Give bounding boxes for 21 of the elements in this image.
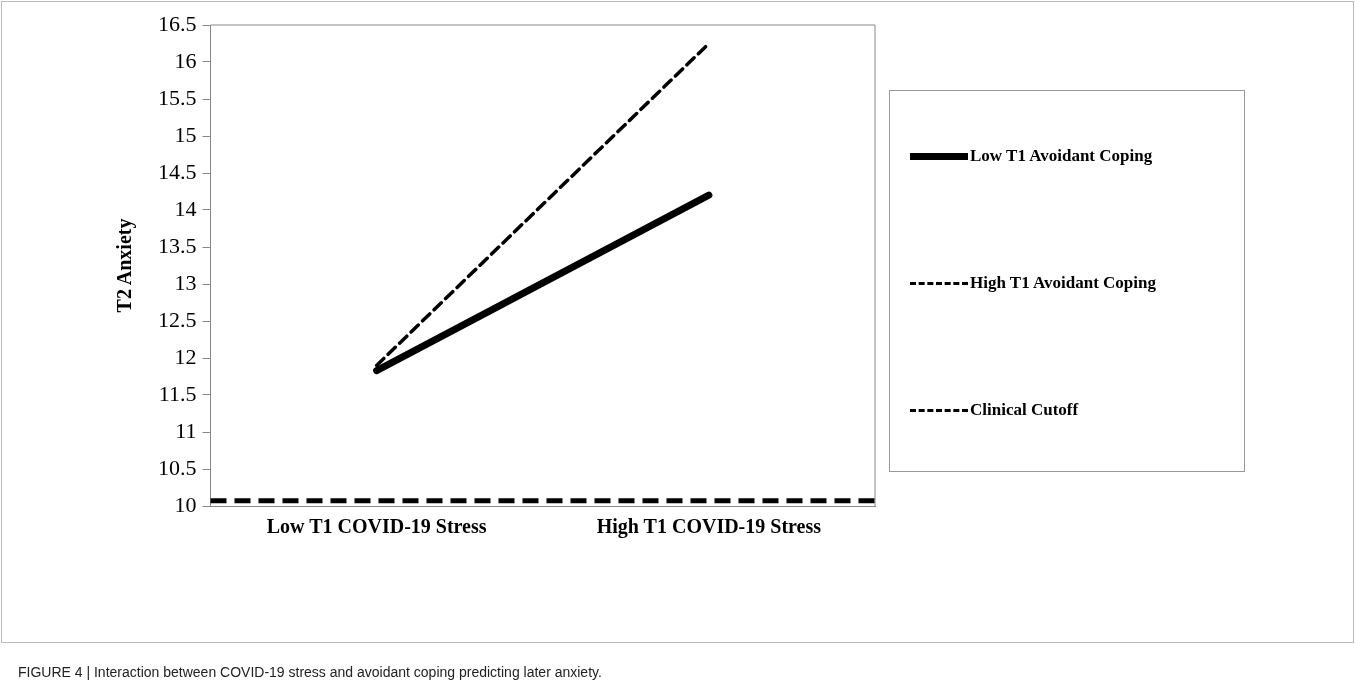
caption: FIGURE 4 | Interaction between COVID-19 stress and avoidant coping predicting later anxiety. [18,664,602,680]
x-tick-label: Low T1 COVID-19 Stress [266,515,487,538]
y-tick-label: 12.5 [158,306,197,332]
y-tick-label: 15 [174,121,197,147]
y-tick-label: 14.5 [158,158,197,184]
y-tick-label: 10.5 [158,454,197,480]
legend-label: Clinical Cutoff [970,400,1079,420]
y-tick-label: 11.5 [158,380,197,406]
y-tick-label: 11 [175,417,197,443]
y-tick-label: 14 [174,195,197,221]
y-tick-label: 16.5 [158,10,197,36]
x-tick-label: High T1 COVID-19 Stress [596,515,822,539]
y-tick-label: 13.5 [158,232,197,258]
y-tick-label: 15.5 [158,84,197,110]
y-tick-label: 10 [174,491,197,517]
legend-label: High T1 Avoidant Coping [970,273,1156,293]
y-tick-label: 13 [174,269,197,295]
legend-label: Low T1 Avoidant Coping [970,146,1153,166]
y-tick-label: 12 [174,343,197,369]
y-axis-title: T2 Anxiety [113,218,137,313]
y-tick-label: 16 [174,47,197,73]
